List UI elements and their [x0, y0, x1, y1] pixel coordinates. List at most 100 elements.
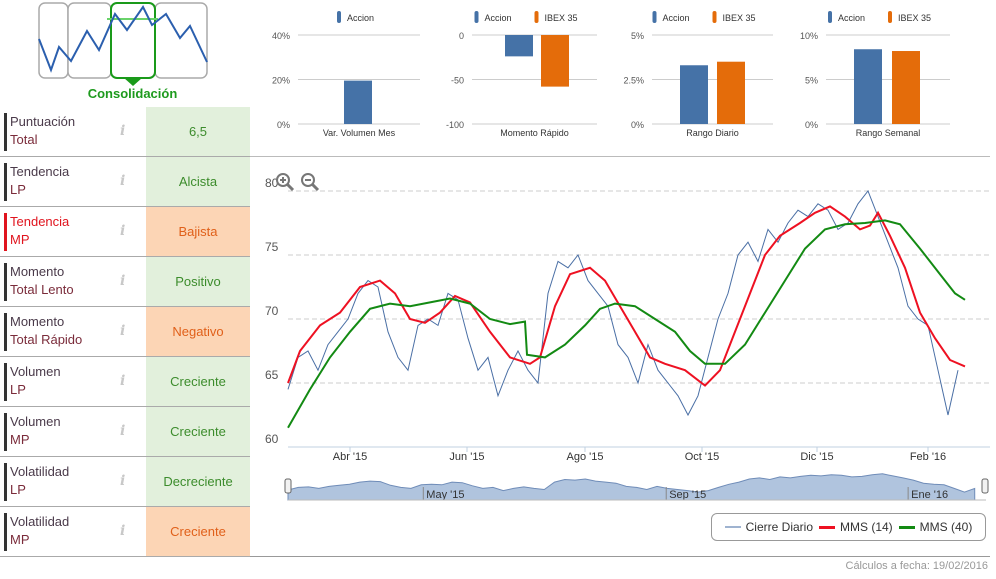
navigator-label: May '15 [426, 489, 464, 501]
indicator-row: Volatilidad LP i Decreciente [0, 457, 250, 507]
indicator-row: Tendencia MP i Bajista [0, 207, 250, 257]
indicator-value: 6,5 [146, 107, 250, 156]
indicator-value: Decreciente [146, 457, 250, 506]
info-icon[interactable]: i [120, 373, 126, 389]
zoom-out-icon [301, 173, 320, 192]
indicator-label: Volumen LP [10, 363, 61, 399]
indicator-table: Puntuación Total i 6,5 Tendencia LP i Alci… [0, 107, 250, 557]
bar [717, 61, 745, 124]
row-marker [4, 313, 7, 351]
row-marker [4, 363, 7, 401]
calc-date: Cálculos a fecha: 19/02/2016 [845, 560, 989, 572]
label-line1: Volumen [10, 414, 61, 429]
y-tick-label: 10% [800, 31, 818, 41]
legend-swatch [534, 11, 539, 23]
legend-swatch [898, 525, 915, 529]
bar [541, 35, 569, 87]
x-tick-label: Oct '15 [685, 451, 720, 463]
label-line1: Volatilidad [10, 514, 70, 529]
info-icon[interactable]: i [120, 323, 126, 339]
legend-item-close[interactable]: Cierre Diario [724, 520, 813, 534]
legend-label: Accion [485, 13, 512, 23]
row-marker [4, 263, 7, 301]
legend-label: Accion [663, 13, 690, 23]
legend-label: IBEX 35 [898, 13, 931, 23]
mini-chart-2: 0% 2.5% 5% Rango Diario Accion IBEX 35 [623, 11, 773, 138]
y-tick-label: 0% [277, 120, 290, 130]
indicator-row: Volumen LP i Creciente [0, 357, 250, 407]
y-tick-label: 65 [265, 368, 279, 382]
y-tick-label: 5% [805, 76, 818, 86]
legend-swatch [888, 11, 892, 23]
indicator-label: Volatilidad LP [10, 463, 69, 499]
legend-label: MMS (14) [840, 520, 893, 534]
category-label: Rango Diario [686, 128, 739, 138]
info-icon[interactable]: i [120, 423, 126, 439]
info-icon[interactable]: i [120, 223, 126, 239]
indicator-value: Bajista [146, 207, 250, 256]
navigator-area [287, 473, 976, 501]
label-line2: LP [10, 382, 26, 397]
legend-swatch [724, 526, 741, 528]
info-icon[interactable]: i [120, 523, 126, 539]
navigator-label: Ene '16 [911, 489, 948, 501]
divider [250, 156, 990, 157]
info-icon[interactable]: i [120, 473, 126, 489]
indicator-value: Alcista [146, 157, 250, 206]
label-line2: Total [10, 132, 38, 147]
y-tick-label: 0% [631, 120, 644, 130]
y-tick-label: 80 [265, 176, 279, 190]
label-line2: LP [10, 182, 26, 197]
indicator-label: Momento Total Lento [10, 263, 74, 299]
y-tick-label: 2.5% [623, 76, 644, 86]
label-line1: Momento [10, 314, 65, 329]
row-marker [4, 163, 7, 201]
info-icon[interactable]: i [120, 273, 126, 289]
y-tick-label: 0% [805, 120, 818, 130]
legend-label: MMS (40) [919, 520, 973, 534]
legend-swatch [819, 525, 835, 529]
mini-chart-0: 0% 20% 40% Var. Volumen Mes Accion [272, 11, 420, 138]
label-line2: MP [10, 432, 30, 447]
label-line2: Total Lento [10, 282, 74, 297]
indicator-value: Creciente [146, 407, 250, 456]
x-tick-label: Jun '15 [449, 451, 484, 463]
zoom-in-button[interactable] [275, 172, 295, 192]
label-line1: Tendencia [10, 164, 70, 179]
y-tick-label: 60 [265, 432, 279, 446]
x-tick-label: Feb '16 [910, 451, 946, 463]
legend-item-mms40[interactable]: MMS (40) [898, 520, 973, 534]
legend-label: Accion [347, 13, 374, 23]
y-tick-label: 5% [631, 31, 644, 41]
label-line2: MP [10, 232, 30, 247]
row-marker [4, 513, 7, 551]
bar [854, 49, 882, 124]
label-line1: Volatilidad [10, 464, 70, 479]
row-marker [4, 463, 7, 501]
pattern-logo [38, 2, 208, 86]
chart-legend: Cierre Diario MMS (14) MMS (40) [711, 513, 986, 541]
series-mms14 [287, 205, 966, 387]
label-line2: LP [10, 482, 26, 497]
navigator-label: Sep '15 [669, 489, 706, 501]
row-marker [4, 113, 7, 151]
navigator-handle-left[interactable] [284, 478, 292, 494]
indicator-value: Negativo [146, 307, 250, 356]
legend-item-mms14[interactable]: MMS (14) [819, 520, 893, 534]
indicator-row: Momento Total Rápido i Negativo [0, 307, 250, 357]
bar [505, 35, 533, 57]
zoom-out-button[interactable] [300, 172, 320, 192]
indicator-value: Creciente [146, 507, 250, 556]
bar [892, 51, 920, 124]
indicator-label: Volatilidad MP [10, 513, 69, 549]
legend-swatch [474, 11, 479, 23]
indicator-label: Volumen MP [10, 413, 61, 449]
legend-label: IBEX 35 [723, 13, 756, 23]
legend-swatch [712, 11, 717, 23]
indicator-label: Momento Total Rápido [10, 313, 82, 349]
info-icon[interactable]: i [120, 123, 126, 139]
navigator-handle-right[interactable] [981, 478, 989, 494]
indicator-value: Positivo [146, 257, 250, 306]
info-icon[interactable]: i [120, 173, 126, 189]
footer-divider [250, 556, 990, 557]
